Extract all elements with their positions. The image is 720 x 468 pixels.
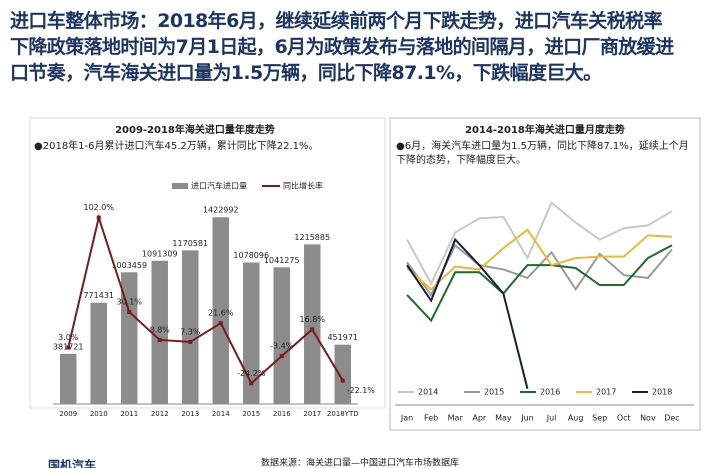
headline: 下降政策落地时间为7月1日起，6月为政策发布与落地的间隔月，进口厂商放缓进 bbox=[10, 36, 674, 58]
x-tick-label: Feb bbox=[424, 414, 438, 423]
x-tick-label: 2013 bbox=[181, 410, 199, 418]
bar-label: 1422992 bbox=[203, 206, 239, 215]
growth-line bbox=[67, 213, 344, 385]
x-tick-label: 2018YTD bbox=[327, 410, 359, 418]
growth-label: -24.2% bbox=[237, 369, 266, 378]
x-tick-label: 2012 bbox=[151, 410, 169, 418]
source: 数据来源：海关进口量—中国进口汽车市场数据库 bbox=[261, 457, 459, 468]
bar bbox=[90, 302, 107, 404]
x-tick-label: Apr bbox=[472, 414, 487, 423]
legend-label: 进口汽车进口量 bbox=[191, 181, 247, 191]
growth-marker bbox=[310, 327, 315, 332]
series-line bbox=[406, 201, 673, 286]
bar-label: 771431 bbox=[83, 291, 114, 300]
bar-label: 1215885 bbox=[294, 233, 330, 242]
growth-marker bbox=[249, 381, 254, 386]
x-tick-label: Dec bbox=[664, 414, 679, 423]
growth-marker bbox=[279, 353, 284, 358]
logo: 国机汽车 bbox=[48, 458, 96, 468]
growth-label: -3.4% bbox=[270, 341, 294, 350]
headline: 口节奏，汽车海关进口量为1.5万辆，同比下降87.1%，下跌幅度巨大。 bbox=[10, 62, 602, 84]
growth-label: 21.6% bbox=[208, 309, 234, 318]
growth-label: 102.0% bbox=[83, 203, 114, 212]
growth-label: 3.0% bbox=[58, 333, 79, 342]
bar-label: 1170581 bbox=[172, 239, 208, 248]
growth-marker bbox=[340, 378, 345, 383]
legend-label: 2016 bbox=[540, 388, 560, 397]
series-line bbox=[406, 237, 529, 389]
growth-marker bbox=[66, 345, 71, 350]
bar bbox=[243, 262, 260, 404]
growth-label: 7.3% bbox=[180, 327, 201, 336]
left-frame bbox=[29, 117, 386, 409]
bar bbox=[121, 272, 138, 404]
bar-label: 1041275 bbox=[264, 256, 300, 265]
x-tick-label: 2009 bbox=[59, 410, 77, 418]
x-tick-label: 2016 bbox=[273, 410, 291, 418]
growth-marker bbox=[188, 339, 193, 344]
growth-label: -22.1% bbox=[347, 386, 376, 395]
legend-label: 同比增长率 bbox=[283, 181, 323, 191]
x-tick-label: 2015 bbox=[242, 410, 260, 418]
growth-label: 8.8% bbox=[150, 325, 171, 334]
series-line bbox=[406, 244, 673, 323]
x-tick-label: May bbox=[495, 414, 512, 423]
growth-marker bbox=[157, 337, 162, 342]
bar bbox=[334, 344, 351, 404]
growth-marker bbox=[218, 321, 223, 326]
chart-title: 2014-2018年海关进口量月度走势 bbox=[465, 123, 625, 136]
growth-marker bbox=[96, 215, 101, 220]
headline: 进口车整体市场：2018年6月，继续延续前两个月下跌走势，进口汽车关税税率 bbox=[10, 10, 663, 32]
x-tick-label: Mar bbox=[448, 414, 464, 423]
x-tick-label: 2014 bbox=[212, 410, 230, 418]
note: ●6月，海关汽车进口量为1.5万辆，同比下降87.1%，延续上个月下降的态势，下… bbox=[396, 141, 689, 166]
growth-label: 16.8% bbox=[300, 315, 326, 324]
bar bbox=[151, 260, 168, 404]
bar-label: 1078096 bbox=[233, 251, 269, 260]
x-tick-label: 2017 bbox=[303, 410, 321, 418]
bar bbox=[60, 353, 77, 404]
legend-label: 2018 bbox=[652, 388, 672, 397]
x-tick-label: Jul bbox=[546, 414, 557, 423]
growth-marker bbox=[127, 309, 132, 314]
note: ●2018年1-6月累计进口汽车45.2万辆，累计同比下降22.1%。 bbox=[34, 141, 319, 152]
bar bbox=[304, 244, 321, 404]
bar bbox=[212, 217, 229, 404]
chart-title: 2009-2018年海关进口量年度走势 bbox=[115, 123, 275, 136]
x-tick-label: Sep bbox=[592, 414, 607, 423]
x-tick-label: Aug bbox=[568, 414, 584, 423]
growth-label: 30.1% bbox=[117, 297, 143, 306]
bar-label: 451971 bbox=[327, 333, 358, 342]
bar bbox=[182, 250, 199, 404]
legend-swatch bbox=[172, 183, 188, 189]
series-line bbox=[406, 228, 673, 291]
x-tick-label: Oct bbox=[617, 414, 631, 423]
legend-label: 2015 bbox=[484, 388, 504, 397]
legend-label: 2017 bbox=[596, 388, 616, 397]
bar-label: 1091309 bbox=[142, 249, 178, 258]
right-frame bbox=[389, 117, 701, 431]
x-tick-label: Nov bbox=[640, 414, 656, 423]
bar-label: 1003459 bbox=[111, 261, 147, 270]
x-tick-label: 2011 bbox=[120, 410, 138, 418]
legend-label: 2014 bbox=[418, 388, 438, 397]
bar bbox=[273, 267, 290, 404]
x-tick-label: Jun bbox=[520, 414, 534, 423]
x-tick-label: Jan bbox=[400, 414, 413, 423]
x-tick-label: 2010 bbox=[90, 410, 108, 418]
